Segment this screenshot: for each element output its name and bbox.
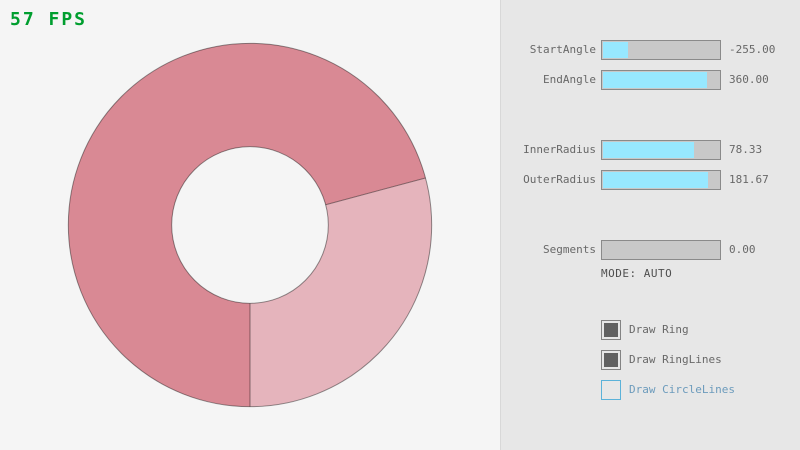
slider-row-outerradius: OuterRadius 181.67: [501, 170, 800, 190]
ring-inner-outline: [171, 146, 329, 304]
slider-value: 181.67: [729, 173, 769, 186]
slider-outerradius[interactable]: [601, 170, 721, 190]
checkbox-row-draw-ring[interactable]: Draw Ring: [601, 320, 800, 340]
slider-row-endangle: EndAngle 360.00: [501, 70, 800, 90]
ring-outer-outline: [67, 42, 433, 408]
slider-value: 0.00: [729, 243, 756, 256]
ring-sector-dark: [68, 43, 426, 407]
fps-counter: 57 FPS: [10, 9, 88, 30]
control-panel: StartAngle -255.00 EndAngle 360.00 Inner…: [500, 0, 800, 450]
checkbox-label: Draw Ring: [629, 323, 689, 336]
checkbox-draw-ringlines[interactable]: [601, 350, 621, 370]
ring-sector-light: [250, 177, 432, 407]
checkbox-draw-circlelines[interactable]: [601, 380, 621, 400]
slider-fill: [603, 142, 694, 158]
slider-label: InnerRadius: [523, 143, 596, 156]
slider-label: OuterRadius: [523, 173, 596, 186]
slider-endangle[interactable]: [601, 70, 721, 90]
checkbox-label: Draw RingLines: [629, 353, 722, 366]
checkbox-label: Draw CircleLines: [629, 383, 735, 396]
slider-innerradius[interactable]: [601, 140, 721, 160]
slider-fill: [603, 72, 707, 88]
checkbox-row-draw-circlelines[interactable]: Draw CircleLines: [601, 380, 800, 400]
ring-radial-line-end: [325, 177, 426, 206]
slider-fill: [603, 172, 708, 188]
mode-label: MODE: AUTO: [601, 267, 673, 280]
slider-fill: [603, 42, 628, 58]
checkbox-check-icon: [604, 353, 618, 367]
slider-segments[interactable]: [601, 240, 721, 260]
slider-label: EndAngle: [543, 73, 596, 86]
slider-value: 78.33: [729, 143, 763, 156]
slider-label: StartAngle: [529, 43, 596, 56]
slider-value: -255.00: [729, 43, 776, 56]
slider-row-startangle: StartAngle -255.00: [501, 40, 800, 60]
checkbox-row-draw-ringlines[interactable]: Draw RingLines: [601, 350, 800, 370]
checkbox-check-icon: [604, 323, 618, 337]
checkbox-draw-ring[interactable]: [601, 320, 621, 340]
slider-row-segments: Segments 0.00: [501, 240, 800, 260]
slider-label: Segments: [543, 243, 596, 256]
slider-value: 360.00: [729, 73, 769, 86]
slider-row-innerradius: InnerRadius 78.33: [501, 140, 800, 160]
slider-startangle[interactable]: [601, 40, 721, 60]
